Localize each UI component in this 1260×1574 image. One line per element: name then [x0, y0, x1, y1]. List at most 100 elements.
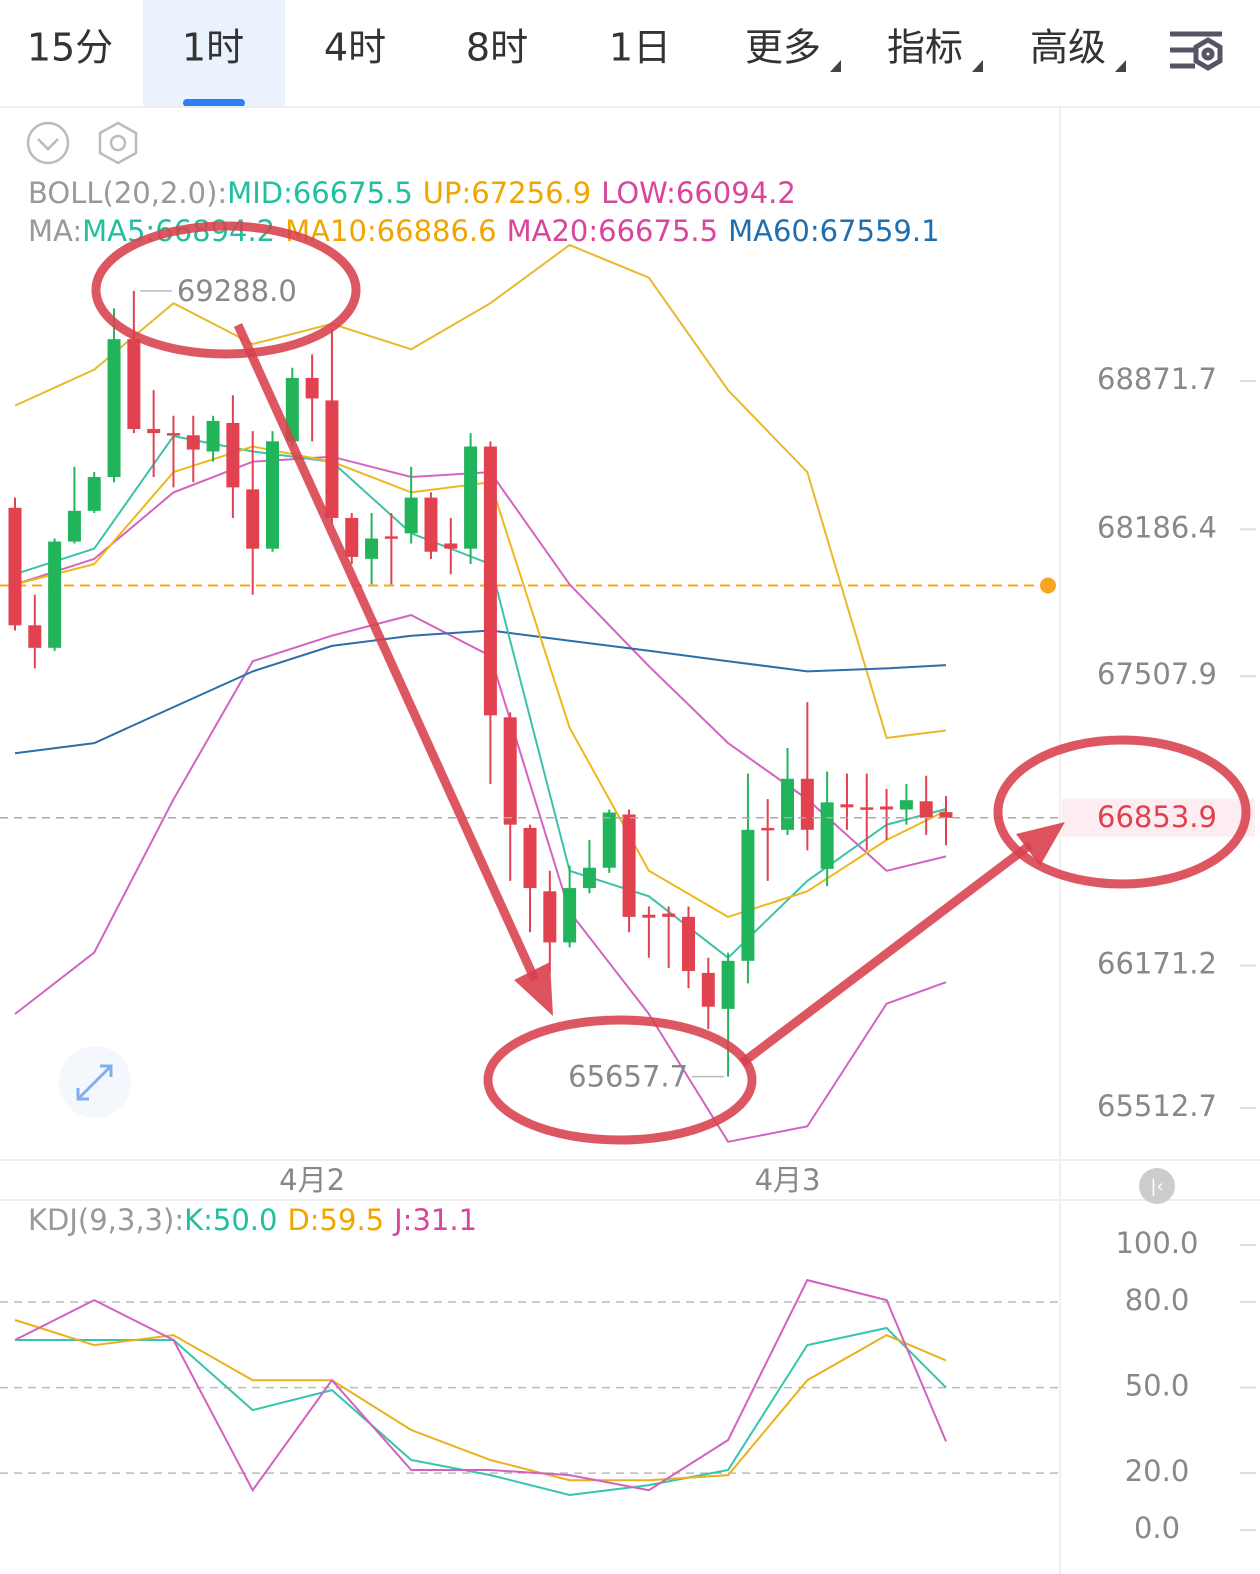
candle-body — [186, 435, 200, 450]
tab[interactable]: 8时 — [466, 26, 528, 70]
candle-body — [503, 717, 517, 825]
candle-body — [761, 827, 775, 831]
candle-body — [582, 867, 596, 889]
candle-body — [345, 517, 359, 557]
candle-body — [800, 778, 814, 830]
y-tick-label: 68871.7 — [1097, 362, 1217, 396]
legend-label: KDJ(9,3,3): — [28, 1203, 184, 1237]
candle-body — [365, 538, 379, 559]
y-tick-label: 68186.4 — [1097, 510, 1217, 544]
candle-body — [701, 972, 715, 1007]
legend: BOLL(20,2.0):MID:66675.5 UP:67256.9 LOW:66… — [28, 176, 796, 210]
dropdown-caret — [1115, 60, 1126, 72]
legend: KDJ(9,3,3):K:50.0 D:59.5 J:31.1 — [28, 1203, 477, 1237]
legend-item: MA60:67559.1 — [728, 214, 939, 248]
candle-body — [87, 477, 101, 511]
candle-body — [48, 541, 62, 648]
jump-latest-button[interactable]: |‹ — [1139, 1168, 1175, 1204]
settings-hex-icon[interactable] — [98, 121, 138, 165]
candle-body — [226, 422, 240, 488]
candle-body — [384, 536, 398, 539]
candle-body — [523, 827, 537, 889]
legend-item: UP:67256.9 — [423, 176, 591, 210]
candle-body — [741, 829, 755, 961]
candle-body — [424, 497, 438, 552]
legend-item: MA20:66675.5 — [507, 214, 718, 248]
candle-body — [8, 507, 22, 626]
y-tick-label: 66171.2 — [1097, 947, 1217, 981]
candle-body — [563, 888, 577, 943]
legend-item: MID:66675.5 — [227, 176, 413, 210]
candle-body — [464, 446, 478, 549]
candle-body — [721, 960, 735, 1009]
collapse-icon[interactable] — [26, 121, 70, 165]
candle-body — [860, 807, 874, 810]
candle-body — [820, 802, 834, 869]
tab[interactable]: 4时 — [324, 26, 386, 70]
tab[interactable]: 更多 — [745, 26, 821, 70]
candle-body — [919, 801, 933, 818]
y-tick-label: 65512.7 — [1097, 1089, 1217, 1123]
candle-body — [939, 812, 953, 818]
active-tab-bg — [143, 0, 285, 107]
tab[interactable]: 1时 — [182, 26, 244, 70]
candle-body — [602, 812, 616, 868]
indicator-line — [14, 243, 947, 739]
candle-body — [662, 913, 676, 917]
legend-item: LOW:66094.2 — [601, 176, 796, 210]
candle-body — [305, 377, 319, 399]
candle-body — [642, 914, 656, 918]
candle-body — [840, 804, 854, 808]
active-tab-underline — [183, 99, 245, 107]
tab[interactable]: 1日 — [609, 26, 671, 70]
candle-body — [622, 814, 636, 917]
y-tick-label: 0.0 — [1134, 1511, 1180, 1545]
legend-item: J:31.1 — [392, 1203, 477, 1237]
tab[interactable]: 指标 — [887, 26, 963, 70]
candle-body — [444, 543, 458, 549]
max-label: 69288.0 — [177, 274, 297, 308]
tab[interactable]: 15分 — [27, 26, 113, 70]
candle-body — [781, 778, 795, 830]
candle-body — [246, 489, 260, 549]
last-price-box — [1062, 798, 1255, 837]
candle-body — [543, 891, 557, 943]
candle-body — [28, 625, 42, 648]
annotation-arrowheads — [514, 822, 1065, 1016]
candle-body — [285, 377, 299, 442]
candle-body — [206, 420, 220, 452]
candle-body — [681, 916, 695, 971]
candle-body — [166, 433, 180, 436]
dropdown-caret — [972, 60, 983, 72]
settings-icon[interactable] — [1170, 31, 1223, 71]
expand-button[interactable] — [59, 1046, 131, 1118]
hand-drawn-annotations — [91, 221, 1251, 1145]
candle-body — [67, 510, 81, 542]
y-tick-label: 80.0 — [1125, 1283, 1190, 1317]
dropdown-caret — [830, 60, 841, 72]
x-tick-label: 4月2 — [279, 1163, 345, 1197]
chart-content: 15分 1时 4时 8时 1日 更多 指标 高级 BOLL(20,2.0):MID:66675.… — [0, 26, 1256, 1545]
legend-item: D:59.5 — [287, 1203, 384, 1237]
min-label: 65657.7 — [568, 1060, 688, 1094]
x-tick-label: 4月3 — [755, 1163, 821, 1197]
kdj-line — [14, 1319, 947, 1482]
y-tick-label: 67507.9 — [1097, 657, 1217, 691]
candle-body — [404, 497, 418, 534]
candle-body — [899, 800, 913, 810]
y-tick-label: 100.0 — [1115, 1226, 1198, 1260]
y-tick-label: 20.0 — [1125, 1454, 1190, 1488]
candle-body — [147, 428, 161, 434]
legend-label: MA: — [28, 214, 82, 248]
candle-body — [325, 400, 339, 518]
kdj-line — [14, 1278, 947, 1493]
legend-label: BOLL(20,2.0): — [28, 176, 227, 210]
candle-body — [483, 446, 497, 716]
candle-body — [880, 806, 894, 810]
svg-text:|‹: |‹ — [1150, 1176, 1163, 1197]
tab[interactable]: 高级 — [1030, 26, 1106, 70]
candle-body — [266, 441, 280, 549]
